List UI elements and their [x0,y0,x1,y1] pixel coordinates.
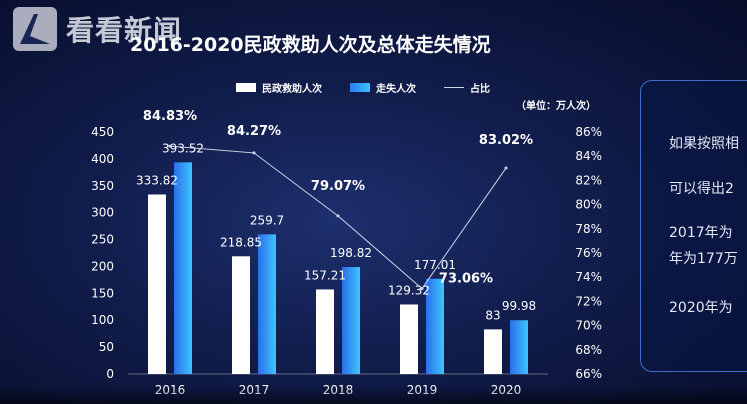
side-panel-line-4: 年为177万 [669,251,738,267]
logo-icon [13,7,57,51]
right-tick-label: 86% [575,125,602,139]
ratio-label: 84.27% [227,124,281,139]
bar-label-missing: 198.82 [330,246,372,260]
right-tick-label: 68% [575,343,602,357]
bottom-shade [0,386,747,404]
bar-rescue [484,329,502,374]
bar-rescue [400,304,418,374]
legend-label-ratio: 占比 [470,84,490,95]
right-tick-label: 82% [575,173,602,187]
bar-rescue [316,289,334,374]
bar-label-rescue: 157.21 [304,268,346,282]
unit-note: （单位：万人次） [516,101,596,112]
bar-missing [174,162,192,374]
ratio-point [252,151,256,155]
bar-missing [342,267,360,374]
bar-missing [426,278,444,374]
bar-rescue [148,194,166,374]
left-tick-label: 300 [91,206,114,220]
left-tick-label: 100 [91,313,114,327]
left-tick-label: 450 [91,125,114,139]
left-tick-label: 200 [91,259,114,273]
bar-label-rescue: 83 [485,308,500,322]
bar-label-rescue: 218.85 [220,235,262,249]
right-tick-label: 78% [575,222,602,236]
legend-swatch-ratio [444,87,464,88]
legend-label-missing: 走失人次 [376,84,416,95]
ratio-point [336,214,340,218]
chart-title: 2016-2020民政救助人次及总体走失情况 [130,34,491,56]
legend-swatch-rescue [236,83,256,92]
left-tick-label: 150 [91,286,114,300]
ratio-point [504,166,508,170]
ratio-point [168,144,172,148]
legend-swatch-missing [350,83,370,92]
watermark-text: 看看新闻 [66,14,183,47]
legend-label-rescue: 民政救助人次 [262,84,322,95]
bar-missing [510,320,528,374]
bar-label-rescue: 333.82 [136,173,178,187]
bar-label-missing: 393.52 [162,141,204,155]
left-tick-label: 250 [91,233,114,247]
ratio-label: 84.83% [143,109,197,124]
side-panel-line-2: 可以得出2 [669,181,734,197]
bar-label-missing: 259.7 [250,213,284,227]
bar-missing [258,234,276,374]
right-tick-label: 76% [575,246,602,260]
side-panel-line-3: 2017年为 [669,225,733,241]
left-tick-label: 50 [99,340,114,354]
chart-legend: 民政救助人次 走失人次 占比 [236,80,490,95]
ratio-label: 73.06% [439,272,493,287]
bar-label-missing: 99.98 [502,299,536,313]
right-tick-label: 80% [575,198,602,212]
bar-label-missing: 177.01 [414,258,456,272]
right-tick-label: 72% [575,294,602,308]
left-tick-label: 350 [91,179,114,193]
left-tick-label: 0 [106,367,114,381]
bar-rescue [232,256,250,374]
side-panel: 如果按照相 可以得出2 2017年为 年为177万 2020年为 [640,80,747,372]
side-panel-line-5: 2020年为 [669,300,733,316]
side-panel-line-1: 如果按照相 [669,136,739,152]
right-tick-label: 66% [575,367,602,381]
ratio-label: 79.07% [311,179,365,194]
ratio-point [420,287,424,291]
ratio-label: 83.02% [479,133,533,148]
watermark-logo: 看看新闻 [12,6,182,52]
right-tick-label: 74% [575,270,602,284]
left-tick-label: 400 [91,152,114,166]
right-tick-label: 84% [575,149,602,163]
right-tick-label: 70% [575,319,602,333]
